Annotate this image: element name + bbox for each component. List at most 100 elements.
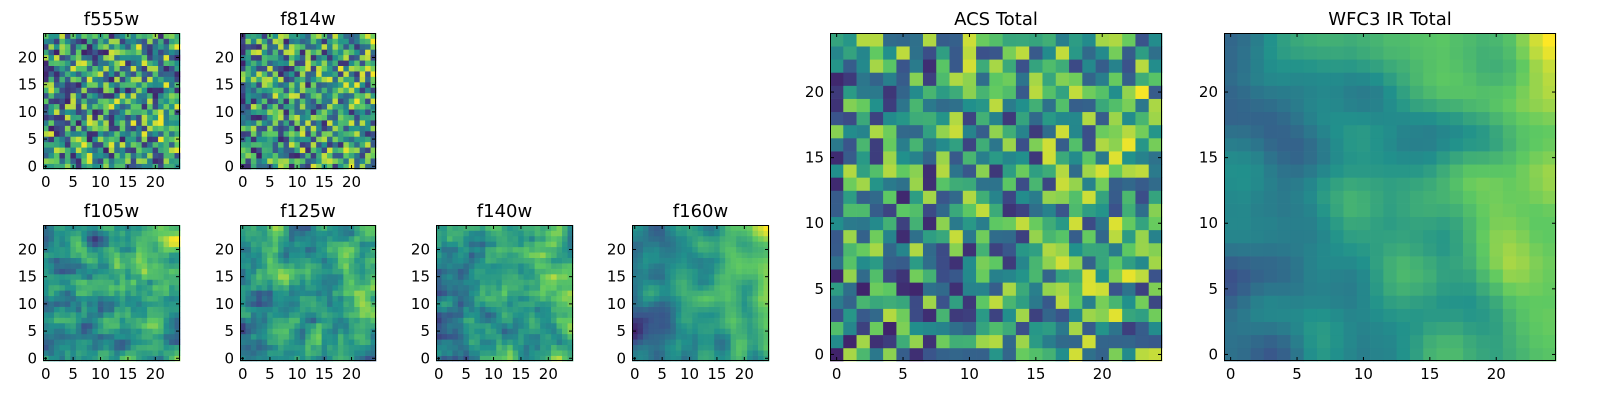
heatmap-cell [490, 333, 497, 340]
heatmap-cell [174, 241, 181, 248]
heatmap-cell [370, 268, 377, 275]
heatmap-cell [1396, 334, 1411, 349]
heatmap-cell [763, 322, 770, 329]
heatmap-cell [53, 114, 60, 121]
heatmap-cell [169, 268, 175, 275]
heatmap-cell [883, 98, 897, 113]
heatmap-cell [562, 230, 568, 237]
heatmap-cell [370, 103, 377, 110]
heatmap-cell [697, 284, 704, 291]
heatmap-cell [294, 235, 301, 242]
heatmap-cell [278, 263, 284, 269]
heatmap-cell [245, 317, 252, 324]
heatmap-cell [64, 225, 71, 231]
heatmap-cell [1135, 72, 1150, 86]
x-tick-label: 20 [146, 173, 165, 191]
heatmap-cell [354, 125, 361, 132]
heatmap-cell [446, 235, 453, 242]
heatmap-cell [365, 322, 371, 329]
heatmap-cell [64, 295, 71, 302]
heatmap-cell [457, 290, 464, 297]
heatmap-cell [327, 268, 333, 275]
heatmap-cell [278, 152, 284, 159]
heatmap-cell [245, 87, 252, 94]
y-tick-label: 20 [607, 240, 626, 258]
heatmap-cell [507, 225, 514, 231]
heatmap-cell [75, 273, 82, 280]
heatmap-cell [261, 109, 268, 115]
heatmap-cell [670, 295, 677, 302]
heatmap-cell [556, 301, 563, 307]
heatmap-cell [725, 328, 731, 335]
heatmap-cell [48, 103, 55, 110]
heatmap-cell [283, 163, 290, 170]
heatmap-cell [719, 306, 726, 313]
heatmap-cell [81, 273, 88, 280]
heatmap-cell [1516, 242, 1530, 257]
heatmap-cell [136, 163, 142, 170]
heatmap-cell [741, 333, 748, 340]
heatmap-cell [703, 290, 710, 297]
heatmap-cell [1529, 282, 1544, 296]
heatmap-cell [354, 109, 361, 115]
heatmap-cell [989, 295, 1003, 309]
heatmap-cell [64, 290, 71, 297]
heatmap-cell [1263, 203, 1278, 218]
heatmap-cell [305, 103, 312, 110]
heatmap-cell [1069, 85, 1083, 99]
heatmap-cell [108, 130, 115, 137]
heatmap-cell [670, 301, 677, 307]
heatmap-cell [86, 279, 93, 286]
heatmap-cell [321, 81, 328, 88]
heatmap-cell [81, 71, 88, 77]
heatmap-cell [370, 33, 377, 39]
heatmap-cell [348, 49, 355, 56]
heatmap-cell [305, 263, 312, 269]
heatmap-cell [441, 273, 448, 280]
heatmap-cell [922, 269, 937, 283]
heatmap-cell [758, 263, 764, 269]
heatmap-cell [692, 257, 699, 264]
heatmap-cell [962, 256, 977, 270]
heatmap-cell [147, 257, 153, 264]
heatmap-cell [310, 49, 317, 56]
heatmap-cell [637, 322, 644, 329]
heatmap-cell [130, 295, 137, 302]
heatmap-cell [283, 225, 290, 231]
heatmap-cell [490, 312, 497, 318]
heatmap-cell [365, 295, 371, 302]
heatmap-cell [496, 312, 503, 318]
heatmap-cell [108, 54, 115, 61]
heatmap-cell [562, 355, 568, 362]
heatmap-cell [261, 328, 268, 335]
heatmap-cell [299, 65, 306, 72]
heatmap-cell [653, 230, 660, 237]
heatmap-cell [245, 152, 252, 159]
heatmap-cell [843, 137, 857, 152]
heatmap-cell [642, 279, 649, 286]
heatmap-cell [245, 328, 252, 335]
heatmap-cell [1002, 177, 1017, 191]
heatmap-cell [114, 230, 121, 237]
heatmap-cell [730, 263, 737, 269]
heatmap-cell [436, 279, 442, 286]
heatmap-cell [741, 317, 748, 324]
heatmap-cell [692, 235, 699, 242]
heatmap-cell [1263, 216, 1278, 231]
heatmap-cell [686, 328, 693, 335]
heatmap-cell [468, 301, 475, 307]
heatmap-cell [169, 158, 175, 164]
heatmap-cell [670, 246, 677, 253]
heatmap-cell [1290, 164, 1305, 178]
heatmap-cell [1029, 46, 1043, 60]
heatmap-cell [245, 306, 252, 313]
heatmap-cell [48, 136, 55, 143]
heatmap-cell [648, 322, 655, 329]
heatmap-cell [632, 306, 638, 313]
heatmap-cell [370, 49, 377, 56]
heatmap-cell [664, 241, 671, 248]
heatmap-cell [354, 225, 361, 231]
heatmap-cell [136, 158, 142, 164]
heatmap-cell [1502, 269, 1517, 283]
heatmap-cell [686, 257, 693, 264]
